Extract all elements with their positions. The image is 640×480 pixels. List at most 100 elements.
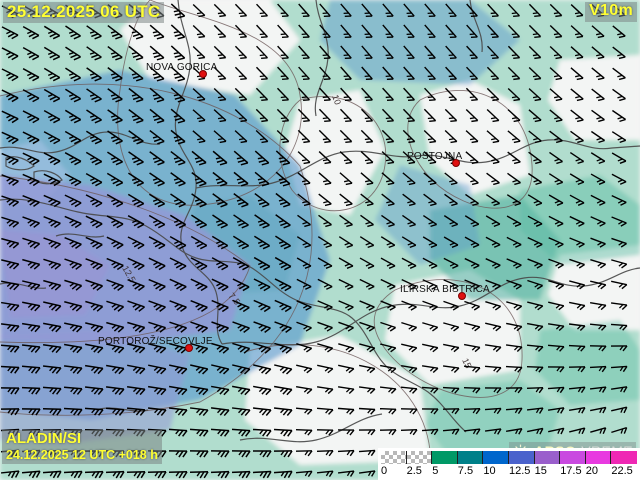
- wind-barb: [271, 150, 291, 169]
- wind-barb: [547, 407, 566, 416]
- wind-barb: [377, 278, 396, 292]
- wind-barb: [503, 236, 522, 250]
- wind-barb: [587, 194, 606, 208]
- wind-barb: [568, 406, 587, 416]
- wind-barb: [293, 193, 311, 209]
- wind-barb: [273, 3, 290, 20]
- wind-barb: [0, 365, 20, 375]
- wind-barb: [145, 321, 167, 335]
- wind-barb: [273, 129, 290, 146]
- wind-barb: [294, 407, 313, 416]
- wind-barb: [484, 428, 503, 437]
- wind-barb: [316, 450, 334, 457]
- wind-barb: [0, 280, 20, 292]
- wind-barb: [315, 3, 331, 21]
- wind-barb: [358, 449, 377, 458]
- wind-barb: [210, 108, 227, 125]
- wind-barb: [40, 237, 62, 251]
- wind-barb: [315, 108, 332, 125]
- wind-barb: [587, 88, 606, 104]
- wind-barb: [609, 216, 628, 229]
- wind-barb: [483, 108, 500, 125]
- wind-barb: [461, 151, 479, 167]
- legend-swatch-15: [534, 451, 561, 464]
- wind-barb: [399, 87, 416, 104]
- wind-barb: [441, 108, 458, 125]
- wind-barb: [398, 257, 417, 271]
- wind-barb: [293, 214, 312, 230]
- wind-barb: [0, 344, 20, 354]
- wind-barb: [462, 365, 481, 374]
- wind-barb: [271, 321, 293, 335]
- wind-barb: [20, 301, 41, 313]
- wind-barb: [357, 3, 373, 21]
- wind-barb: [19, 216, 41, 230]
- legend-swatch-20: [585, 451, 612, 464]
- wind-barb: [187, 193, 208, 210]
- wind-barb: [103, 257, 125, 272]
- wind-barb: [357, 129, 374, 146]
- wind-barb: [124, 66, 144, 85]
- wind-barb: [315, 386, 334, 395]
- wind-barb: [210, 470, 230, 480]
- wind-barb: [229, 342, 251, 356]
- color-scale-legend[interactable]: 0 2.5 5 7.5 10 12.5 15 17.5 20 22.5: [378, 448, 640, 480]
- wind-barb: [145, 150, 166, 168]
- wind-barb: [61, 279, 83, 293]
- wind-barb: [124, 129, 145, 147]
- wind-barb: [229, 192, 249, 210]
- wind-barb: [526, 386, 544, 395]
- wind-barb: [61, 173, 82, 189]
- wind-barb: [462, 87, 479, 104]
- wind-barb: [40, 215, 62, 230]
- wind-barb: [189, 24, 206, 41]
- wind-barb: [188, 130, 206, 146]
- wind-barb: [42, 470, 63, 480]
- wind-barb: [441, 3, 457, 21]
- wind-barb: [462, 129, 479, 146]
- wind-barb: [357, 108, 374, 125]
- wind-barb: [566, 130, 585, 146]
- wind-barb: [608, 109, 627, 125]
- wind-barb: [271, 278, 292, 294]
- wind-barb: [419, 236, 438, 251]
- wind-barb: [315, 321, 334, 334]
- wind-barb: [145, 45, 165, 64]
- wind-barb: [545, 237, 565, 250]
- wind-barb: [610, 406, 629, 417]
- wind-barb: [315, 66, 332, 83]
- wind-barb: [209, 385, 230, 397]
- wind-barb: [398, 236, 417, 251]
- wind-barb: [294, 45, 311, 62]
- wind-barb: [378, 66, 394, 84]
- wind-barb: [272, 385, 293, 397]
- wind-barb: [335, 300, 355, 313]
- wind-barb: [610, 365, 629, 374]
- wind-barb: [145, 87, 165, 106]
- wind-barb: [188, 407, 209, 417]
- wind-barb: [399, 386, 418, 395]
- city-dot-icon: [185, 344, 193, 352]
- wind-barb: [40, 25, 61, 42]
- wind-barb: [189, 3, 206, 20]
- wind-barb: [208, 235, 229, 252]
- wind-barb: [229, 321, 251, 335]
- wind-barb: [21, 470, 42, 480]
- wind-barb: [504, 279, 523, 292]
- wind-barb: [62, 322, 83, 334]
- wind-barb: [83, 322, 104, 334]
- legend-swatch-12.5: [508, 451, 535, 464]
- legend-tick-labels: 0 2.5 5 7.5 10 12.5 15 17.5 20 22.5: [381, 465, 637, 479]
- wind-barb: [588, 237, 607, 250]
- wind-barb: [189, 450, 209, 458]
- wind-barb: [609, 323, 628, 332]
- legend-tick-20: 20: [585, 465, 599, 477]
- wind-barb: [168, 470, 188, 480]
- wind-barb: [187, 321, 209, 335]
- wind-barb: [568, 366, 586, 373]
- wind-barb: [62, 343, 83, 355]
- wind-barb: [19, 46, 40, 63]
- wind-barb: [315, 87, 332, 104]
- wind-barb: [250, 214, 271, 231]
- wind-barb: [272, 428, 293, 438]
